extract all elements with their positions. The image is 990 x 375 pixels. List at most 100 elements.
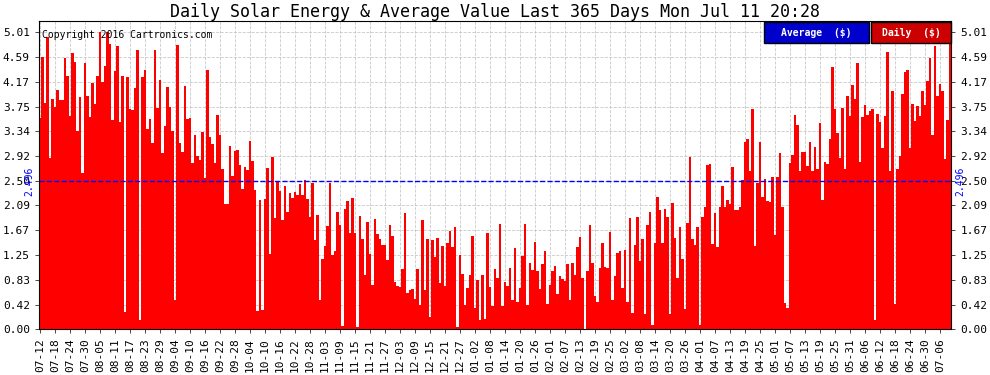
Bar [89, 117, 91, 330]
Title: Daily Solar Energy & Average Value Last 365 Days Mon Jul 11 20:28: Daily Solar Energy & Average Value Last … [170, 3, 820, 21]
Bar [642, 239, 644, 330]
Bar [469, 276, 471, 330]
Bar [251, 161, 253, 330]
Bar [648, 212, 651, 330]
Bar [553, 266, 556, 330]
Bar [484, 319, 486, 330]
Bar [47, 38, 49, 330]
Bar [624, 250, 626, 330]
Bar [799, 171, 801, 330]
Bar [351, 198, 353, 330]
Bar [489, 287, 491, 330]
Bar [851, 86, 853, 330]
Bar [204, 178, 206, 330]
Bar [506, 286, 509, 330]
Bar [224, 204, 226, 330]
Bar [594, 296, 596, 330]
Bar [194, 135, 196, 330]
Bar [919, 116, 921, 330]
Text: 2.496: 2.496 [24, 166, 35, 196]
Bar [339, 225, 342, 330]
Bar [161, 153, 163, 330]
Bar [227, 204, 229, 330]
Bar [646, 225, 648, 330]
Bar [884, 117, 886, 330]
Bar [599, 268, 601, 330]
Bar [247, 170, 248, 330]
Bar [551, 271, 553, 330]
Bar [576, 246, 578, 330]
Bar [444, 286, 446, 330]
Bar [622, 288, 624, 330]
Bar [376, 234, 378, 330]
Bar [564, 280, 566, 330]
Bar [769, 202, 771, 330]
Bar [827, 164, 829, 330]
Bar [369, 254, 371, 330]
Bar [761, 197, 763, 330]
Bar [132, 110, 134, 330]
Bar [237, 150, 239, 330]
Bar [214, 163, 216, 330]
Bar [904, 72, 906, 330]
Bar [164, 126, 166, 330]
Bar [344, 209, 346, 330]
Bar [301, 195, 304, 330]
Bar [674, 238, 676, 330]
Bar [451, 247, 453, 330]
Bar [399, 287, 401, 330]
Bar [306, 200, 309, 330]
Bar [569, 300, 571, 330]
Bar [571, 263, 573, 330]
Bar [846, 96, 848, 330]
Bar [537, 272, 539, 330]
Bar [189, 118, 191, 330]
Bar [296, 195, 299, 330]
Bar [837, 133, 839, 330]
Bar [342, 326, 344, 330]
Bar [701, 217, 704, 330]
Bar [801, 152, 804, 330]
Bar [614, 276, 616, 330]
Bar [932, 135, 934, 330]
Bar [774, 235, 776, 330]
Bar [686, 223, 689, 330]
Bar [44, 104, 47, 330]
Bar [874, 320, 876, 330]
Bar [271, 156, 273, 330]
Bar [348, 233, 351, 330]
Bar [317, 215, 319, 330]
Bar [629, 218, 631, 330]
Bar [206, 70, 209, 330]
Bar [824, 162, 826, 330]
Bar [779, 153, 781, 330]
Bar [294, 192, 296, 330]
Bar [419, 305, 421, 330]
Bar [314, 240, 316, 330]
Bar [676, 278, 678, 330]
Bar [669, 314, 671, 330]
Bar [156, 108, 158, 330]
Bar [491, 306, 494, 330]
Bar [384, 245, 386, 330]
Bar [751, 110, 753, 330]
Bar [529, 263, 531, 330]
Bar [689, 157, 691, 330]
Bar [517, 302, 519, 330]
Bar [664, 209, 666, 330]
Bar [86, 96, 89, 330]
Bar [322, 259, 324, 330]
Bar [266, 168, 268, 330]
Bar [474, 309, 476, 330]
Bar [912, 104, 914, 330]
Bar [871, 109, 873, 330]
Bar [264, 199, 266, 330]
Bar [104, 66, 106, 330]
Bar [51, 99, 53, 330]
Bar [756, 183, 758, 330]
Bar [514, 248, 516, 330]
Bar [391, 236, 394, 330]
Bar [653, 243, 656, 330]
Bar [937, 96, 939, 330]
Bar [864, 105, 866, 330]
